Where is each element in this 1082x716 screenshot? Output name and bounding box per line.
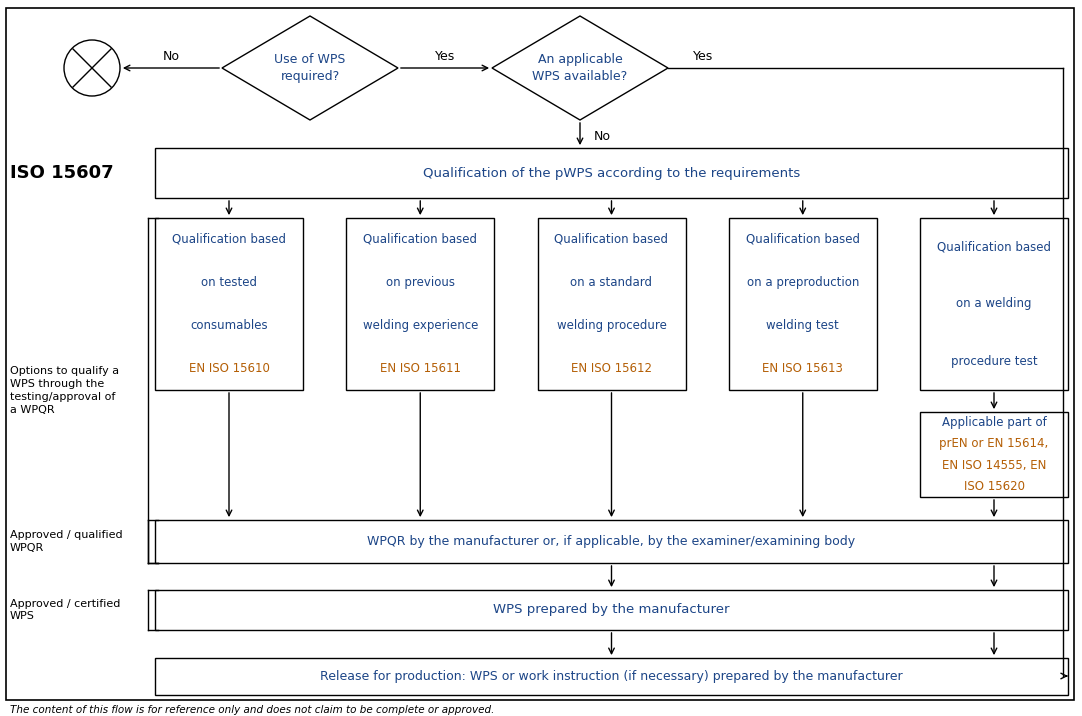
Text: on a welding: on a welding (956, 298, 1032, 311)
Text: ISO 15620: ISO 15620 (963, 480, 1025, 493)
Text: on a standard: on a standard (570, 276, 652, 289)
Text: Qualification based: Qualification based (745, 233, 860, 246)
Text: EN ISO 14555, EN: EN ISO 14555, EN (941, 459, 1046, 472)
Text: Approved / qualified
WPQR: Approved / qualified WPQR (10, 530, 122, 553)
Text: procedure test: procedure test (951, 355, 1038, 368)
Text: on tested: on tested (201, 276, 258, 289)
Text: Applicable part of: Applicable part of (941, 416, 1046, 429)
Text: The content of this flow is for reference only and does not claim to be complete: The content of this flow is for referenc… (10, 705, 494, 715)
Text: consumables: consumables (190, 319, 268, 332)
FancyBboxPatch shape (538, 218, 686, 390)
Text: Use of WPS
required?: Use of WPS required? (275, 53, 345, 83)
Text: welding test: welding test (766, 319, 840, 332)
Text: WPQR by the manufacturer or, if applicable, by the examiner/examining body: WPQR by the manufacturer or, if applicab… (368, 535, 856, 548)
FancyBboxPatch shape (729, 218, 876, 390)
Text: EN ISO 15611: EN ISO 15611 (380, 362, 461, 375)
FancyBboxPatch shape (155, 658, 1068, 695)
Text: Approved / certified
WPS: Approved / certified WPS (10, 599, 120, 621)
Text: EN ISO 15613: EN ISO 15613 (763, 362, 843, 375)
Text: No: No (594, 130, 611, 142)
Text: Yes: Yes (435, 49, 456, 62)
Text: welding procedure: welding procedure (556, 319, 667, 332)
Text: Qualification based: Qualification based (172, 233, 286, 246)
Text: No: No (162, 49, 180, 62)
Text: Yes: Yes (692, 49, 713, 62)
Text: EN ISO 15610: EN ISO 15610 (188, 362, 269, 375)
Text: on a preproduction: on a preproduction (747, 276, 859, 289)
Circle shape (64, 40, 120, 96)
Polygon shape (222, 16, 398, 120)
Text: prEN or EN 15614,: prEN or EN 15614, (939, 437, 1048, 450)
FancyBboxPatch shape (155, 590, 1068, 630)
Text: on previous: on previous (386, 276, 454, 289)
Text: ISO 15607: ISO 15607 (10, 164, 114, 182)
Text: An applicable
WPS available?: An applicable WPS available? (532, 53, 628, 83)
FancyBboxPatch shape (920, 412, 1068, 497)
Polygon shape (492, 16, 668, 120)
Text: Qualification of the pWPS according to the requirements: Qualification of the pWPS according to t… (423, 167, 800, 180)
FancyBboxPatch shape (346, 218, 494, 390)
FancyBboxPatch shape (155, 218, 303, 390)
FancyBboxPatch shape (920, 218, 1068, 390)
Text: Release for production: WPS or work instruction (if necessary) prepared by the m: Release for production: WPS or work inst… (320, 670, 902, 683)
Text: welding experience: welding experience (362, 319, 478, 332)
Text: EN ISO 15612: EN ISO 15612 (571, 362, 652, 375)
Text: Options to qualify a
WPS through the
testing/approval of
a WPQR: Options to qualify a WPS through the tes… (10, 367, 119, 415)
Text: Qualification based: Qualification based (364, 233, 477, 246)
FancyBboxPatch shape (155, 148, 1068, 198)
Text: Qualification based: Qualification based (554, 233, 669, 246)
Text: WPS prepared by the manufacturer: WPS prepared by the manufacturer (493, 604, 729, 616)
Text: Qualification based: Qualification based (937, 240, 1051, 253)
FancyBboxPatch shape (155, 520, 1068, 563)
